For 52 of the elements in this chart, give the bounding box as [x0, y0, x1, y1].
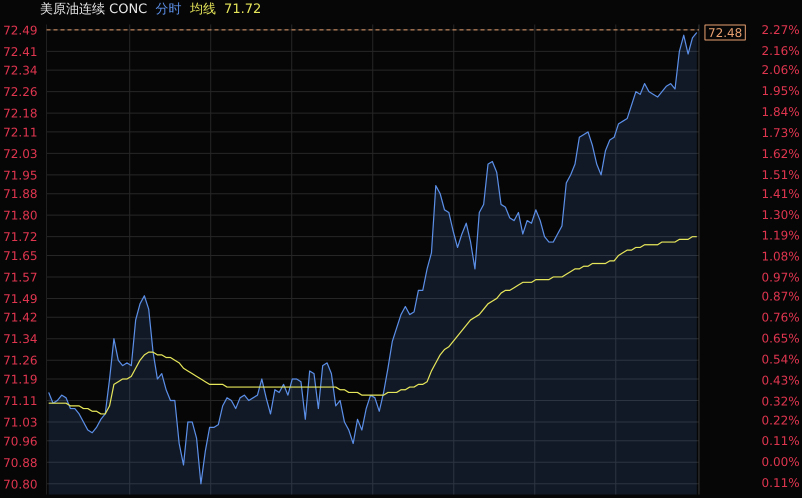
- y-tick-label: 72.26: [3, 85, 38, 100]
- y2-tick-label: 0.11%: [762, 434, 800, 448]
- y2-tick-label: 1.84%: [762, 105, 800, 120]
- y2-tick-label: 0.65%: [762, 331, 800, 346]
- y2-tick-label: 1.95%: [762, 84, 800, 98]
- line-series: [48, 236, 698, 415]
- text: 71.72: [224, 2, 262, 17]
- y2-tick-label: 0.32%: [762, 394, 800, 408]
- y2-tick-label: 1.41%: [762, 186, 800, 201]
- y-tick-label: 71.34: [3, 332, 38, 346]
- y2-tick-label: 2.27%: [762, 23, 800, 38]
- y2-tick-label: 1.08%: [762, 250, 800, 264]
- y-tick-label: 71.42: [3, 310, 38, 325]
- y2-tick-label: 1.73%: [762, 126, 800, 140]
- y-tick-label: 71.80: [3, 208, 38, 223]
- y2-tick-label: 1.19%: [762, 228, 800, 243]
- chart-title: 美原油连续 CONC: [40, 2, 148, 17]
- y2-tick-label: 2.16%: [762, 44, 800, 58]
- y-tick-label: 72.34: [3, 64, 38, 78]
- y2-tick-label: 0.22%: [762, 413, 800, 428]
- y-tick-label: 72.18: [3, 106, 38, 121]
- y2-tick-label: 1.30%: [762, 208, 800, 222]
- y2-tick-label: 1.62%: [762, 146, 800, 161]
- y2-tick-label: 0.11%: [762, 476, 800, 490]
- y-tick-label: 71.03: [3, 415, 38, 430]
- y-tick-label: 71.57: [3, 270, 38, 284]
- text: 72.48: [708, 26, 742, 40]
- y-tick-label: 70.96: [3, 434, 38, 448]
- y-tick-label: 71.72: [3, 230, 38, 244]
- y-tick-label: 71.88: [3, 187, 38, 202]
- text: 均线: [190, 2, 216, 17]
- y2-tick-label: 0.76%: [762, 310, 800, 325]
- y-tick-label: 71.65: [3, 248, 38, 263]
- y-tick-label: 71.11: [3, 394, 38, 408]
- text: 分时: [156, 2, 182, 17]
- y2-tick-label: 0.00%: [762, 455, 800, 470]
- y-tick-label: 70.80: [3, 477, 38, 492]
- y-tick-label: 71.26: [3, 354, 38, 368]
- y-tick-label: 71.95: [3, 168, 38, 182]
- y-tick-label: 72.11: [3, 125, 38, 140]
- y2-tick-label: 0.87%: [762, 290, 800, 304]
- y-tick-label: 72.49: [3, 23, 38, 38]
- y-tick-label: 72.41: [3, 44, 38, 59]
- y-tick-label: 72.03: [3, 146, 38, 161]
- y-tick-label: 70.88: [3, 456, 38, 470]
- y2-tick-label: 0.54%: [762, 352, 800, 366]
- y2-tick-label: 2.06%: [762, 63, 800, 78]
- y-tick-label: 71.49: [3, 292, 38, 306]
- y-tick-label: 71.19: [3, 372, 38, 387]
- y2-tick-label: 0.97%: [762, 270, 800, 285]
- y2-tick-label: 0.43%: [762, 373, 800, 388]
- y2-tick-label: 1.51%: [762, 168, 800, 182]
